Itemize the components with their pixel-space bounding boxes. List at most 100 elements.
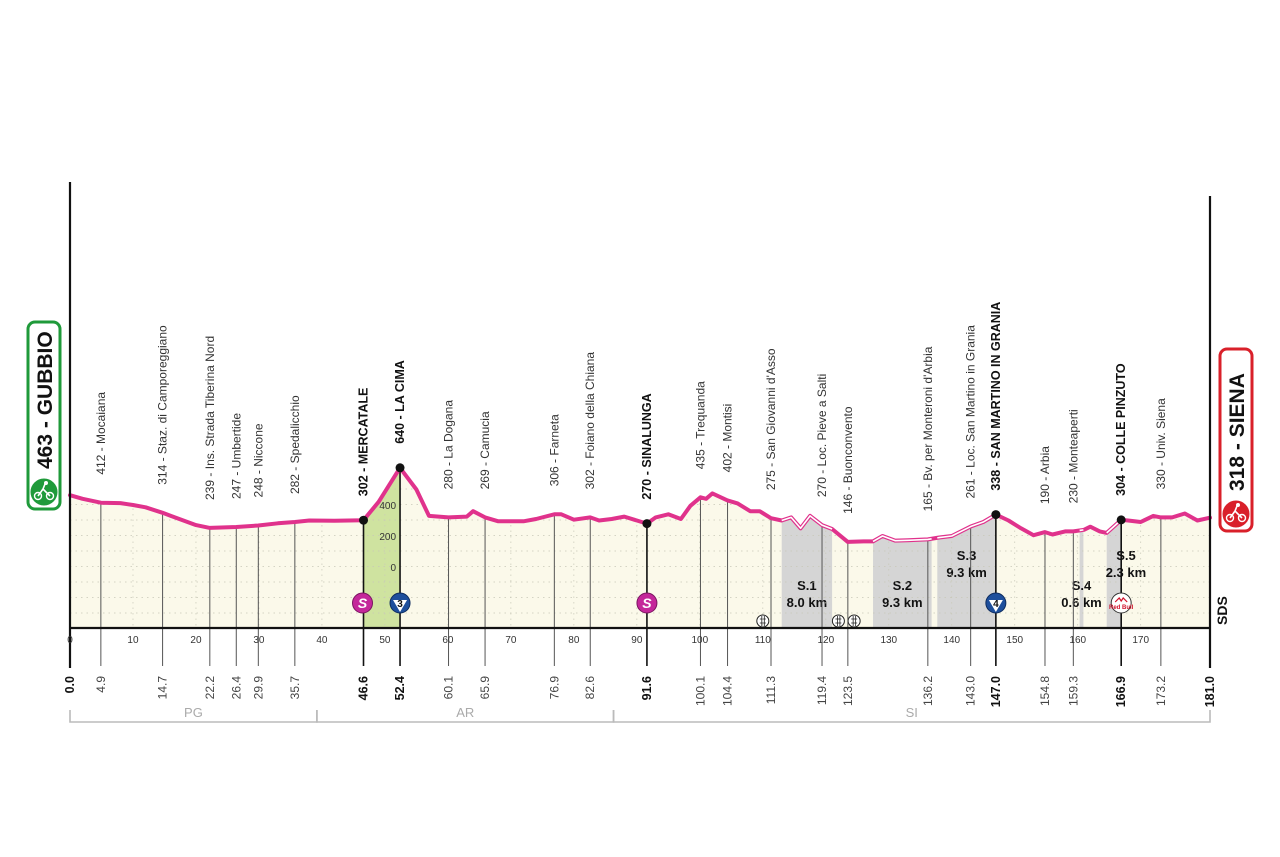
gravel-sector-1 [781,515,833,628]
km-label: 173.2 [1154,676,1168,706]
profile-line [68,463,1212,544]
waypoint-label: 435 - Trequanda [693,381,707,469]
svg-text:200: 200 [379,532,396,543]
x-tick-label: 170 [1132,635,1149,646]
x-tick-label: 160 [1069,635,1086,646]
km-label: 76.9 [547,676,561,700]
x-tick-label: 50 [379,635,391,646]
waypoint-label: 146 - Buonconvento [841,406,855,514]
waypoint-label: 269 - Camucia [478,411,492,489]
waypoint-label: 338 - SAN MARTINO IN GRANIA [989,302,1003,491]
km-label: 147.0 [989,676,1003,707]
svg-text:9.3 km: 9.3 km [882,595,922,610]
waypoint-dot [395,463,405,473]
x-tick-label: 100 [691,635,708,646]
km-label: 35.7 [288,676,302,700]
waypoint-label: 314 - Staz. di Camporeggiano [156,325,170,485]
waypoint-label: 304 - COLLE PINZUTO [1114,363,1128,496]
waypoint-label: 280 - La Dogana [442,400,456,490]
svg-text:Red Bull: Red Bull [1109,605,1134,611]
x-tick-label: 0 [67,635,73,646]
province-label: SI [906,705,918,720]
km-label: 111.3 [764,676,778,705]
km-label: 29.9 [251,676,265,700]
start-finish-markers: 463 - GUBBIO 318 - SIENA [26,320,1254,533]
x-tick-label: 30 [253,635,265,646]
km-label: 52.4 [393,676,407,700]
km-label: 143.0 [964,676,978,706]
svg-text:0: 0 [390,563,396,574]
finish-marker-label: 318 - SIENA [1226,373,1249,491]
waypoint-label: 330 - Univ. Siena [1154,398,1168,489]
km-label: 154.8 [1038,676,1052,706]
x-tick-label: 60 [442,635,454,646]
km-label: 166.9 [1114,676,1128,707]
km-label: 119.4 [815,676,829,705]
svg-text:9.3 km: 9.3 km [946,565,986,580]
feed-zone-icon [831,614,845,628]
km-label: 91.6 [640,676,654,700]
province-label: AR [456,705,474,720]
gravel-sector-2 [873,536,932,628]
x-tick-label: 10 [127,635,139,646]
km-label: 136.2 [921,676,935,706]
km-labels: 0.0 4.9 14.7 22.2 26.4 29.9 35.7 46.6 52.4 60.1 65… [63,676,1217,708]
cyclist-icon [29,477,59,507]
waypoint-label: 402 - Montisi [721,404,735,473]
x-axis: 0 10 20 30 40 50 60 70 80 90 100 110 120 130 140 150 160… [67,182,1212,668]
km-label: 181.0 [1203,676,1217,707]
km-label: 0.0 [63,676,77,693]
x-tick-label: 90 [631,635,643,646]
x-tick-label: 120 [817,635,834,646]
x-tick-label: 150 [1006,635,1023,646]
km-label: 22.2 [203,676,217,700]
km-label: 100.1 [693,676,707,706]
svg-text:S.1: S.1 [797,578,817,593]
grid-lines: 0 200 400 [70,400,1210,628]
climb-highlight [363,467,401,628]
km-label: 46.6 [357,676,371,700]
start-marker [26,320,62,511]
svg-text:S: S [642,595,652,611]
km-label: 14.7 [156,676,170,700]
waypoint-label: 190 - Arbia [1038,446,1052,504]
km-label: 4.9 [94,676,108,693]
svg-text:0.6 km: 0.6 km [1061,595,1101,610]
redbull-badge-icon [1110,592,1132,614]
waypoint-dot [359,515,369,525]
waypoint-label: 302 - MERCATALE [357,388,371,497]
province-bands: PG AR SI [69,705,1211,723]
waypoint-label: 275 - San Giovanni d'Asso [764,348,778,490]
waypoint-label: 282 - Spedalicchio [288,395,302,494]
km-label: 104.4 [721,676,735,706]
cyclist-icon [1221,499,1251,529]
finish-marker [1218,347,1254,533]
svg-text:3: 3 [397,599,403,610]
x-tick-label: 70 [505,635,517,646]
km-label: 159.3 [1066,676,1080,706]
waypoint-label: 248 - Niccone [251,423,265,497]
sprint-badge-icon [352,592,374,614]
svg-text:400: 400 [379,501,396,512]
feed-zone-icon [847,614,861,628]
x-tick-label: 40 [316,635,328,646]
sds-logo: SDS [1214,596,1230,625]
province-label: PG [184,705,203,720]
waypoint-label: 239 - Ins. Strada Tiberina Nord [203,336,217,500]
x-tick-label: 20 [190,635,202,646]
waypoint-label: 261 - Loc. San Martino in Grania [964,325,978,499]
waypoint-label: 640 - LA CIMA [393,360,407,444]
waypoint-label: 270 - SINALUNGA [640,393,654,499]
waypoint-label: 247 - Umbertide [229,413,243,499]
x-tick-label: 130 [880,635,897,646]
waypoint-labels: 412 - Mocaiana 314 - Staz. di Camporeggia… [94,302,1168,514]
start-marker-label: 463 - GUBBIO [34,331,57,469]
svg-text:S.4: S.4 [1072,578,1092,593]
svg-text:S.5: S.5 [1116,548,1136,563]
sprint-badge-icon [636,592,658,614]
x-tick-label: 140 [943,635,960,646]
waypoint-label: 306 - Farneta [547,414,561,486]
km-label: 65.9 [478,676,492,700]
